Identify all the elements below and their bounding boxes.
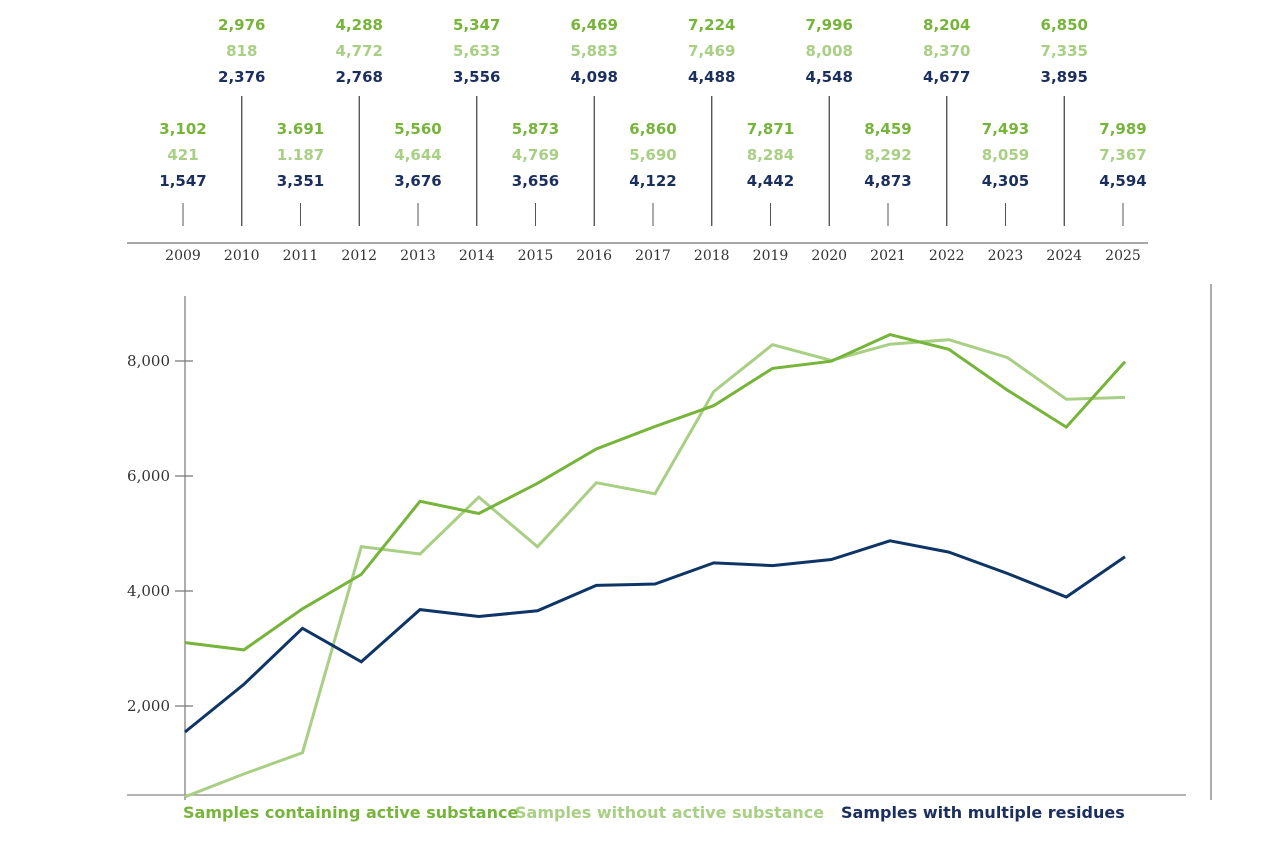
data-label-multiple-residues: 4,594: [1099, 172, 1146, 190]
data-label-with-active: 3.691: [277, 120, 324, 138]
data-label-with-active: 4,288: [336, 16, 383, 34]
x-tick-label: 2024: [1046, 248, 1082, 264]
data-label-with-active: 5,873: [512, 120, 559, 138]
data-label-multiple-residues: 2,376: [218, 68, 265, 86]
legend-item-without-active-substance: Samples without active substance: [515, 803, 824, 822]
data-label-with-active: 8,459: [864, 120, 911, 138]
x-tick-label: 2017: [635, 248, 671, 264]
data-label-multiple-residues: 3,351: [277, 172, 324, 190]
series-line-without-active-substance: [184, 338, 1126, 799]
data-label-with-active: 7,224: [688, 16, 735, 34]
data-label-without-active: 8,284: [747, 146, 794, 164]
data-label-without-active: 818: [226, 42, 257, 60]
data-label-multiple-residues: 4,305: [982, 172, 1029, 190]
data-label-multiple-residues: 3,656: [512, 172, 559, 190]
x-tick-label: 2019: [753, 248, 789, 264]
x-tick-label: 2022: [929, 248, 965, 264]
data-label-without-active: 8,008: [806, 42, 853, 60]
x-tick-label: 2018: [694, 248, 730, 264]
data-label-multiple-residues: 4,122: [629, 172, 676, 190]
axes: 2,000 4,000 6,000 8,000: [127, 284, 1212, 800]
x-tick-label: 2009: [165, 248, 201, 264]
x-tick-label: 2010: [224, 248, 260, 264]
data-label-multiple-residues: 3,556: [453, 68, 500, 86]
data-label-multiple-residues: 3,895: [1041, 68, 1088, 86]
data-label-without-active: 1.187: [277, 146, 324, 164]
x-tick-label: 2023: [988, 248, 1024, 264]
data-label-with-active: 8,204: [923, 16, 970, 34]
data-label-without-active: 4,644: [394, 146, 441, 164]
data-label-multiple-residues: 2,768: [336, 68, 383, 86]
data-label-without-active: 8,292: [864, 146, 911, 164]
data-label-with-active: 6,860: [629, 120, 676, 138]
data-label-without-active: 421: [167, 146, 198, 164]
series-line-with-active-substance: [184, 333, 1127, 652]
data-label-without-active: 5,883: [571, 42, 618, 60]
data-label-with-active: 7,493: [982, 120, 1029, 138]
data-label-with-active: 3,102: [159, 120, 206, 138]
data-label-without-active: 7,367: [1099, 146, 1146, 164]
series-line-multiple-residues: [184, 539, 1126, 734]
x-tick-label: 2011: [283, 248, 319, 264]
x-tick-label: 2025: [1105, 248, 1141, 264]
data-label-table: 3,102 421 1,547 2009 2,976 818 2,376 2010 3.691 1…: [127, 16, 1148, 264]
x-tick-label: 2021: [870, 248, 906, 264]
data-label-without-active: 5,690: [629, 146, 676, 164]
data-label-multiple-residues: 4,488: [688, 68, 735, 86]
series-lines: [184, 333, 1127, 799]
data-label-without-active: 8,370: [923, 42, 970, 60]
data-label-with-active: 7,996: [806, 16, 853, 34]
data-label-with-active: 7,871: [747, 120, 794, 138]
data-label-with-active: 6,469: [571, 16, 618, 34]
legend-item-with-active-substance: Samples containing active substance: [183, 803, 518, 822]
legend: Samples containing active substanceSampl…: [183, 803, 1125, 822]
y-tick-label: 4,000: [127, 582, 170, 600]
data-label-without-active: 4,769: [512, 146, 559, 164]
data-label-multiple-residues: 4,548: [806, 68, 853, 86]
x-tick-label: 2014: [459, 248, 495, 264]
data-label-without-active: 7,469: [688, 42, 735, 60]
data-label-with-active: 2,976: [218, 16, 265, 34]
data-label-with-active: 7,989: [1099, 120, 1146, 138]
data-label-multiple-residues: 3,676: [394, 172, 441, 190]
data-label-without-active: 7,335: [1041, 42, 1088, 60]
data-label-multiple-residues: 1,547: [159, 172, 206, 190]
data-label-with-active: 5,347: [453, 16, 500, 34]
data-label-without-active: 4,772: [336, 42, 383, 60]
legend-item-multiple-residues: Samples with multiple residues: [841, 803, 1125, 822]
y-tick-label: 8,000: [127, 352, 170, 370]
data-label-multiple-residues: 4,098: [571, 68, 618, 86]
data-label-with-active: 5,560: [394, 120, 441, 138]
data-label-without-active: 5,633: [453, 42, 500, 60]
x-tick-label: 2015: [518, 248, 554, 264]
x-tick-label: 2016: [576, 248, 612, 264]
x-tick-label: 2013: [400, 248, 436, 264]
x-tick-label: 2012: [341, 248, 377, 264]
y-tick-label: 2,000: [127, 697, 170, 715]
y-tick-label: 6,000: [127, 467, 170, 485]
data-label-multiple-residues: 4,442: [747, 172, 794, 190]
data-label-multiple-residues: 4,873: [864, 172, 911, 190]
x-tick-label: 2020: [811, 248, 847, 264]
data-label-without-active: 8,059: [982, 146, 1029, 164]
data-label-multiple-residues: 4,677: [923, 68, 970, 86]
data-label-with-active: 6,850: [1041, 16, 1088, 34]
